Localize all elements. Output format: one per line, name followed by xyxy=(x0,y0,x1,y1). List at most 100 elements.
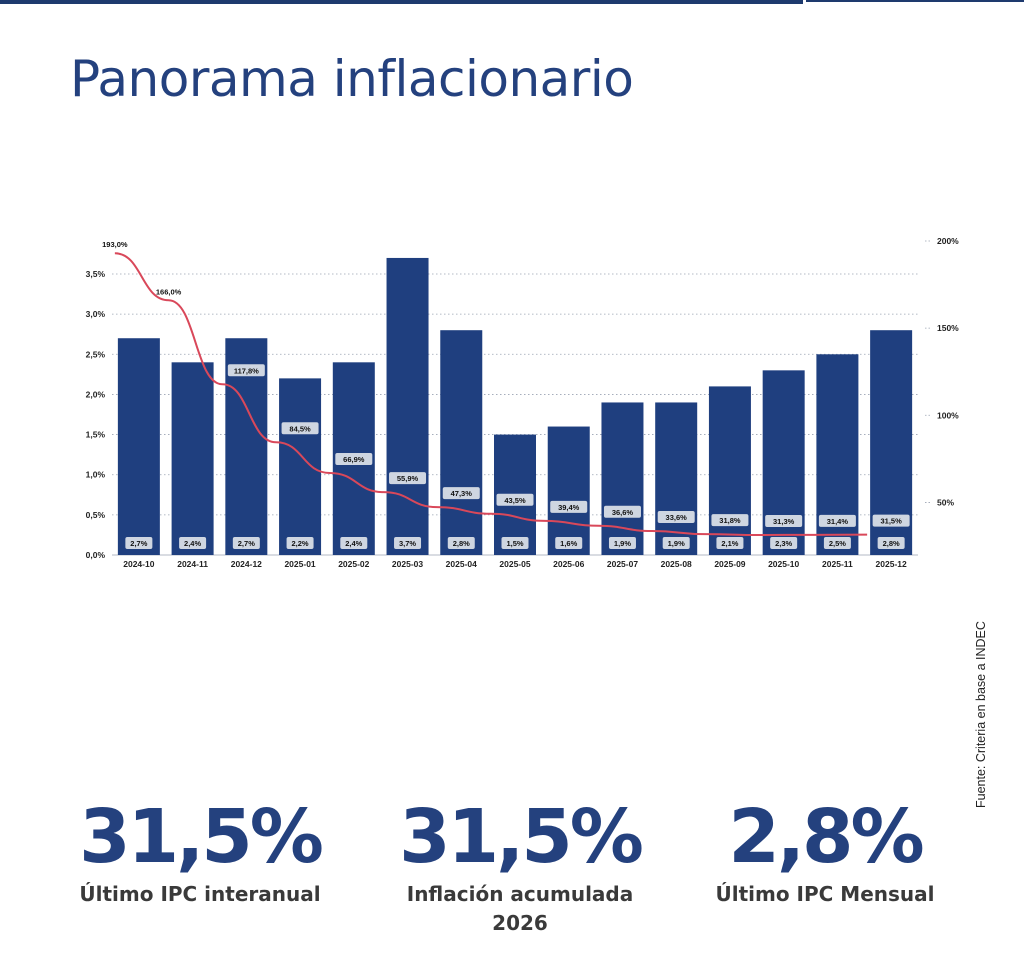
bar-value-badge xyxy=(340,537,368,549)
top-accent-line xyxy=(806,0,1024,2)
bar-value-label: 2,3% xyxy=(775,539,792,548)
bar-value-label: 2,8% xyxy=(453,539,470,548)
line-value-label: 31,8% xyxy=(719,516,741,525)
bar-value-badge xyxy=(179,537,207,549)
bar-value-badge xyxy=(770,537,798,549)
line-value-label: 47,3% xyxy=(451,489,473,498)
line-value-label: 84,5% xyxy=(289,424,311,433)
stat-value: 2,8% xyxy=(728,794,924,880)
line-value-badge xyxy=(335,452,373,465)
x-tick-label: 2024-12 xyxy=(231,559,262,569)
y-tick-label: 2,5% xyxy=(86,349,106,359)
bar-value-label: 2,4% xyxy=(184,539,201,548)
line-value-label: 31,5% xyxy=(880,517,902,526)
stat-value: 31,5% xyxy=(79,794,324,880)
line-value-badge xyxy=(281,422,319,435)
bar xyxy=(762,370,805,555)
line-value-label: 31,4% xyxy=(827,517,849,526)
stat-label: Inflación acumulada 2026 xyxy=(406,882,634,935)
stat-accumulated: 31,5% Inflación acumulada 2026 xyxy=(390,800,650,938)
y2-tick-label: 50% xyxy=(937,497,954,507)
line-value-badge xyxy=(227,364,265,377)
line-value-label: 117,8% xyxy=(234,366,259,375)
x-tick-label: 2025-01 xyxy=(284,559,315,569)
y-tick-label: 1,5% xyxy=(86,430,106,440)
line-value-label: 33,6% xyxy=(666,513,688,522)
bar-value-badge xyxy=(286,537,314,549)
top-accent-bar xyxy=(0,0,803,4)
x-tick-label: 2024-10 xyxy=(123,559,154,569)
bar-value-badge xyxy=(555,537,583,549)
y2-tick-label: 100% xyxy=(937,410,959,420)
y-tick-label: 3,5% xyxy=(86,269,106,279)
bar xyxy=(279,378,322,555)
line-value-label: 43,5% xyxy=(504,496,526,505)
bar-value-label: 2,5% xyxy=(829,539,846,548)
stat-monthly: 2,8% Último IPC Mensual xyxy=(680,800,970,909)
bar-value-badge xyxy=(394,537,422,549)
bar-value-label: 1,9% xyxy=(614,539,631,548)
page-title: Panorama inflacionario xyxy=(70,50,634,108)
bar xyxy=(117,338,160,555)
x-tick-label: 2025-09 xyxy=(714,559,745,569)
line-value-label: 36,6% xyxy=(612,508,634,517)
bar-value-badge xyxy=(447,537,475,549)
line-value-badge xyxy=(389,472,427,485)
line-value-badge xyxy=(657,511,695,524)
x-tick-label: 2025-04 xyxy=(446,559,477,569)
inflation-chart: 0,0% 0,5% 1,0% 1,5% 2,0% 2,5% 3,0% 3,5% 50% 100% 1… xyxy=(86,236,960,569)
bar xyxy=(655,402,698,555)
line-value-badge xyxy=(872,514,910,527)
stat-value: 31,5% xyxy=(399,794,644,880)
x-tick-label: 2025-12 xyxy=(876,559,907,569)
bar xyxy=(440,330,483,555)
bar xyxy=(547,426,590,555)
x-tick-label: 2025-07 xyxy=(607,559,638,569)
x-tick-label: 2025-06 xyxy=(553,559,584,569)
x-tick-label: 2024-11 xyxy=(177,559,208,569)
bar-value-badge xyxy=(823,537,851,549)
line-value-label: 39,4% xyxy=(558,503,580,512)
x-tick-label: 2025-08 xyxy=(661,559,692,569)
line-value-badge xyxy=(603,505,641,518)
line-value-label: 31,3% xyxy=(773,517,795,526)
bar-value-badge xyxy=(125,537,153,549)
x-tick-label: 2025-02 xyxy=(338,559,369,569)
line-value-badge xyxy=(711,514,749,527)
line-value-badge xyxy=(442,487,480,500)
bar xyxy=(708,386,751,555)
y-tick-label: 0,5% xyxy=(86,510,106,520)
bar-value-badge xyxy=(232,537,260,549)
y-tick-label: 1,0% xyxy=(86,470,106,480)
bar-value-label: 2,8% xyxy=(883,539,900,548)
line-value-badge xyxy=(550,500,588,513)
bar-value-badge xyxy=(608,537,636,549)
y-tick-label: 2,0% xyxy=(86,389,106,399)
bar-value-label: 2,7% xyxy=(130,539,147,548)
bar-value-badge xyxy=(716,537,744,549)
bar xyxy=(386,257,429,555)
x-tick-label: 2025-10 xyxy=(768,559,799,569)
bar-value-label: 1,5% xyxy=(506,539,523,548)
source-note: Fuente: Criteria en base a INDEC xyxy=(974,621,988,808)
y-tick-label: 0,0% xyxy=(86,550,106,560)
bar-value-label: 1,9% xyxy=(668,539,685,548)
stat-label: Último IPC interanual xyxy=(79,882,321,906)
stat-interannual: 31,5% Último IPC interanual xyxy=(55,800,345,909)
bar-value-label: 2,1% xyxy=(721,539,738,548)
x-tick-label: 2025-05 xyxy=(499,559,530,569)
bar-value-label: 1,6% xyxy=(560,539,577,548)
bar-value-badge xyxy=(501,537,529,549)
line-value-label: 166,0% xyxy=(156,287,182,296)
x-tick-label: 2025-03 xyxy=(392,559,423,569)
line-value-label: 193,0% xyxy=(102,240,128,249)
y2-tick-label: 150% xyxy=(937,323,959,333)
x-tick-label: 2025-11 xyxy=(822,559,853,569)
line-value-badge xyxy=(818,514,856,527)
line-value-badge xyxy=(765,515,803,528)
interannual-line xyxy=(114,252,868,537)
line-value-label: 55,9% xyxy=(397,474,419,483)
bar-value-badge xyxy=(877,537,905,549)
bar-value-badge xyxy=(662,537,690,549)
bar-value-label: 3,7% xyxy=(399,539,416,548)
